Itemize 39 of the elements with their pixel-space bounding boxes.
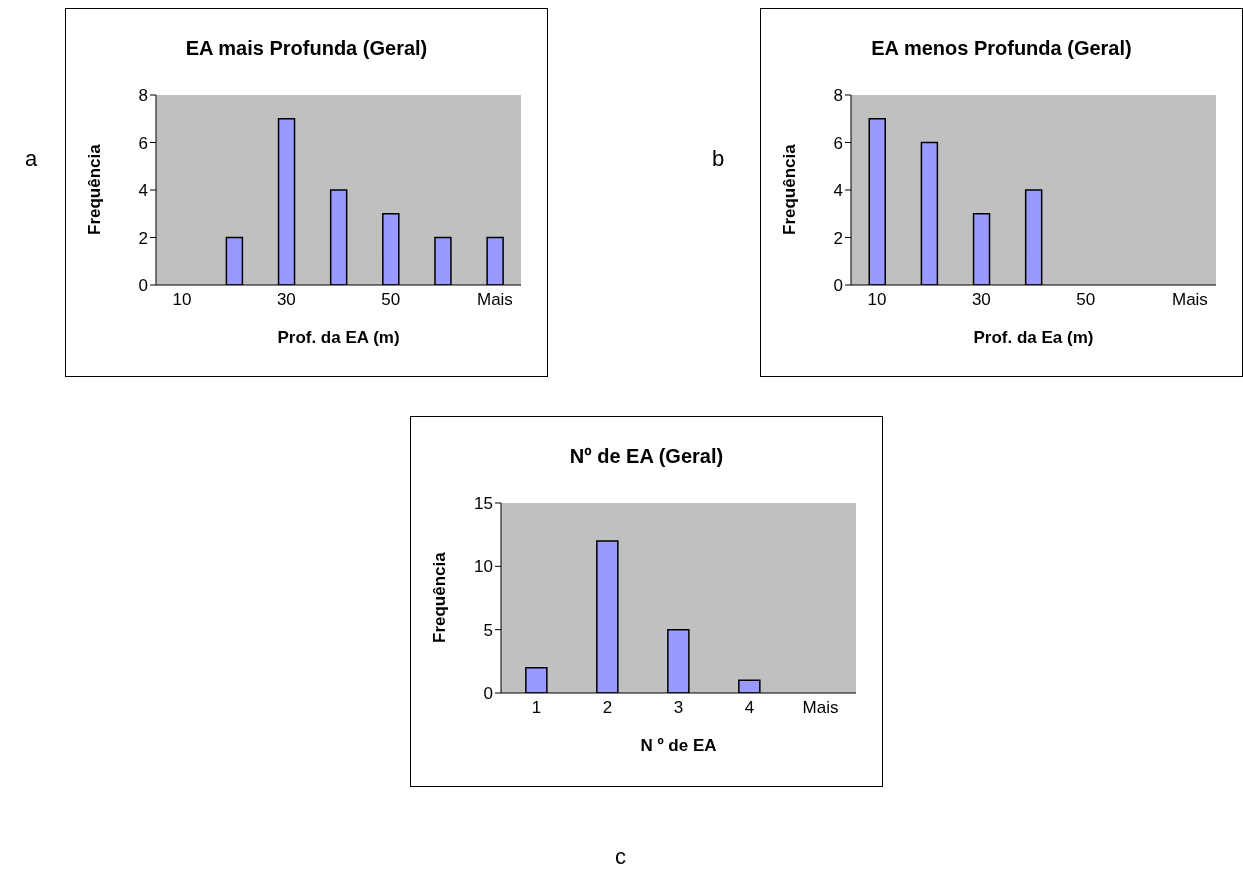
text: b (712, 146, 725, 172)
y-tick-label: 10 (474, 557, 493, 577)
text: a (25, 146, 38, 172)
y-tick-label: 6 (833, 133, 843, 153)
x-axis-title: Prof. da EA (m) (277, 328, 400, 347)
x-tick-label: 30 (276, 290, 296, 310)
x-tick-label: Mais (476, 290, 513, 310)
y-tick-label: 5 (483, 620, 493, 640)
y-tick-label: 8 (138, 86, 148, 106)
x-tick-label: Mais (802, 698, 839, 718)
y-axis-title: Frequência (430, 551, 450, 643)
y-tick-label: 4 (138, 181, 148, 201)
x-axis-title: Prof. da Ea (m) (973, 328, 1094, 347)
chart-title: EA mais Profunda (Geral) (184, 37, 429, 60)
y-tick-label: 15 (474, 494, 493, 514)
x-tick-label: 2 (602, 698, 613, 718)
y-axis-title: Frequência (85, 143, 105, 235)
x-tick-label: 50 (1076, 290, 1096, 310)
y-tick-label: 6 (138, 133, 148, 153)
y-tick-label: 2 (833, 228, 843, 248)
y-tick-label: 0 (138, 276, 148, 296)
x-axis-title: N º de EA (640, 736, 717, 755)
x-tick-label: 10 (172, 290, 192, 310)
x-tick-label: 3 (673, 698, 684, 718)
text: c (615, 844, 626, 869)
x-tick-label: 1 (531, 698, 542, 718)
y-tick-label: 4 (833, 181, 843, 201)
y-axis-title: Frequência (780, 143, 800, 235)
x-tick-label: Mais (1171, 290, 1208, 310)
y-tick-label: 0 (833, 276, 843, 296)
chart-title: EA menos Profunda (Geral) (870, 37, 1133, 60)
y-tick-label: 0 (483, 684, 493, 704)
x-tick-label: 4 (744, 698, 755, 718)
y-tick-label: 2 (138, 228, 148, 248)
y-tick-label: 8 (833, 86, 843, 106)
x-tick-label: 30 (971, 290, 991, 310)
x-tick-label: 10 (867, 290, 887, 310)
chart-title: Nº de EA (Geral) (568, 445, 725, 468)
x-tick-label: 50 (381, 290, 401, 310)
